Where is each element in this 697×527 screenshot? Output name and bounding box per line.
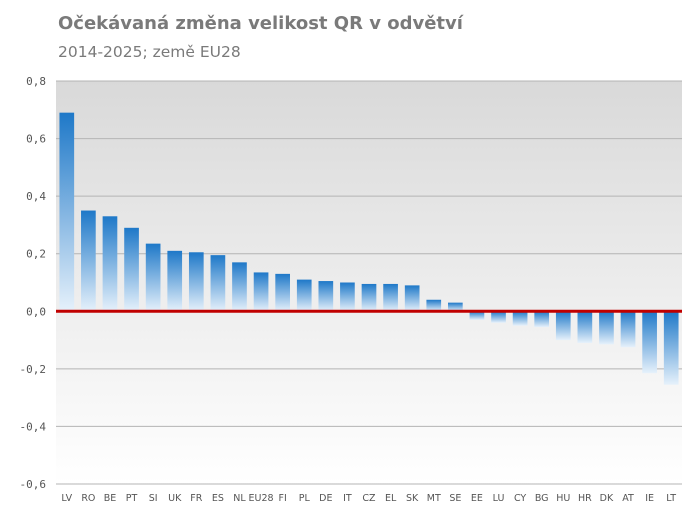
x-tick-label: LT — [666, 493, 676, 504]
x-tick-label: SI — [149, 493, 158, 504]
bar-be — [102, 216, 118, 312]
y-tick-label: 0,6 — [26, 133, 46, 146]
x-tick-label: MT — [427, 493, 441, 504]
bar-el — [383, 283, 398, 312]
y-tick-label: -0,6 — [20, 478, 47, 491]
bar-si — [145, 243, 161, 312]
x-tick-label: LV — [61, 493, 72, 504]
y-axis: 0,8 0,6 0,4 0,2 0,0 -0,2 -0,4 -0,6 — [20, 75, 47, 491]
x-tick-label: EE — [471, 493, 483, 504]
x-tick-label: IE — [645, 493, 654, 504]
bar-bg — [534, 311, 550, 328]
x-tick-label: UK — [168, 493, 182, 504]
bar-pl — [296, 279, 312, 312]
x-tick-label: SE — [449, 493, 461, 504]
x-tick-label: DK — [600, 493, 614, 504]
x-tick-label: HR — [578, 493, 592, 504]
x-tick-label: HU — [556, 493, 570, 504]
bar-hr — [577, 311, 593, 343]
y-tick-label: 0,8 — [26, 75, 46, 88]
y-tick-label: -0,2 — [20, 363, 47, 376]
bar-dk — [599, 311, 614, 345]
chart-title: Očekávaná změna velikost QR v odvětví — [58, 13, 463, 34]
x-tick-label: LU — [493, 493, 505, 504]
x-tick-label: EL — [385, 493, 397, 504]
x-tick-label: RO — [81, 493, 95, 504]
bar-lt — [663, 311, 679, 385]
chart-subtitle: 2014-2025; země EU28 — [58, 43, 241, 61]
bar-mt — [426, 299, 442, 312]
bars — [59, 112, 679, 385]
bar-nl — [232, 262, 247, 312]
x-tick-label: NL — [233, 493, 246, 504]
y-tick-label: 0,2 — [26, 248, 46, 261]
bar-cy — [512, 311, 528, 326]
bar-eu28 — [253, 272, 269, 312]
bar-uk — [167, 250, 183, 312]
x-tick-label: SK — [406, 493, 419, 504]
y-tick-label: -0,4 — [20, 420, 47, 433]
x-tick-label: CY — [514, 493, 526, 504]
x-tick-label: FR — [190, 493, 202, 504]
bar-fi — [275, 273, 290, 312]
bar-hu — [555, 311, 571, 341]
x-tick-label: PL — [299, 493, 311, 504]
x-tick-label: DE — [319, 493, 332, 504]
bar-fr — [188, 252, 204, 312]
x-axis: LV RO BE PT SI UK FR ES NL EU28 FI PL DE IT CZ EL SK MT SE… — [61, 493, 676, 504]
x-tick-label: BG — [535, 493, 549, 504]
bar-pt — [124, 227, 139, 312]
bar-at — [620, 311, 636, 348]
bar-es — [210, 255, 226, 312]
x-tick-label: BE — [104, 493, 117, 504]
y-tick-label: 0,4 — [26, 190, 46, 203]
bar-se — [448, 302, 463, 312]
x-tick-label: IT — [343, 493, 352, 504]
bar-lu — [491, 311, 506, 323]
bar-ie — [642, 311, 657, 374]
bar-sk — [404, 285, 420, 312]
bar-de — [318, 281, 334, 312]
x-tick-label: EU28 — [249, 493, 274, 504]
x-tick-label: FI — [279, 493, 287, 504]
bar-cz — [361, 283, 377, 312]
bar-ee — [469, 311, 485, 320]
bar-lv — [59, 112, 75, 312]
x-tick-label: CZ — [362, 493, 376, 504]
x-tick-label: PT — [126, 493, 138, 504]
x-tick-label: AT — [622, 493, 634, 504]
y-tick-label: 0,0 — [26, 305, 46, 318]
bar-ro — [81, 210, 96, 312]
bar-it — [340, 282, 355, 312]
x-tick-label: ES — [212, 493, 224, 504]
